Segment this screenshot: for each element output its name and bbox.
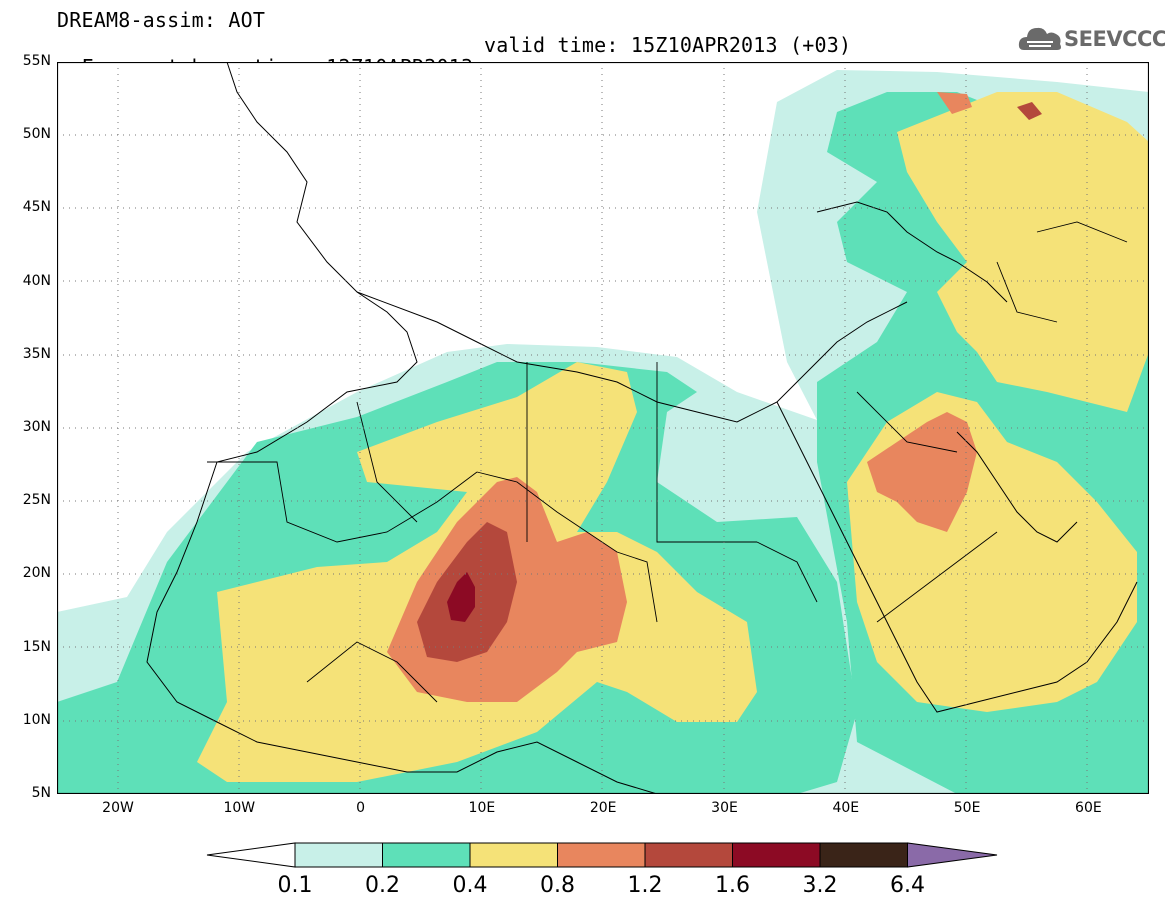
lat-label: 45N — [22, 199, 51, 216]
lon-label: 40E — [832, 800, 860, 816]
lon-label: 20E — [589, 800, 617, 816]
lat-label: 50N — [22, 126, 51, 143]
seevccc-logo: SEEVCCC — [1018, 22, 1165, 56]
lat-lon-grid — [57, 62, 1149, 794]
colorbar-segment — [294, 842, 383, 868]
lat-label: 5N — [31, 785, 51, 801]
valid-time-label: valid time: 15Z10APR2013 (+03) — [484, 33, 852, 57]
colorbar-label: 0.2 — [365, 873, 400, 898]
lat-label: 40N — [22, 272, 51, 289]
lon-label: 20W — [102, 800, 134, 816]
lat-label: 55N — [22, 53, 51, 69]
lon-label: 10E — [468, 800, 496, 816]
colorbar-label: 3.2 — [802, 873, 838, 898]
logo-text: SEEVCCC — [1064, 27, 1165, 51]
aot-map — [57, 62, 1149, 794]
colorbar-label: 6.4 — [890, 873, 925, 898]
colorbar-segment — [469, 842, 558, 868]
lat-label: 25N — [22, 492, 51, 509]
colorbar-segment — [819, 842, 908, 868]
colorbar-segment — [382, 842, 471, 868]
lon-label: 0 — [356, 800, 366, 816]
colorbar-label: 0.1 — [277, 873, 313, 898]
colorbar-segment — [732, 842, 821, 868]
lat-label: 15N — [22, 638, 51, 655]
cloud-icon — [1018, 27, 1061, 50]
aot-level-1.6 — [447, 572, 475, 622]
coastlines — [146, 62, 1138, 794]
lon-label: 50E — [953, 800, 981, 816]
colorbar-label: 0.8 — [540, 873, 575, 898]
lat-label: 10N — [22, 711, 51, 728]
lat-label: 35N — [22, 345, 51, 362]
lon-label: 60E — [1075, 800, 1102, 816]
colorbar-label: 1.6 — [715, 873, 750, 898]
colorbar-segment — [557, 842, 646, 868]
colorbar-label: 0.4 — [452, 873, 488, 898]
colorbar — [206, 842, 998, 868]
lon-label: 30E — [711, 800, 738, 816]
colorbar-under-triangle — [206, 842, 296, 868]
colorbar-segment — [644, 842, 733, 868]
aot-field — [57, 62, 1149, 794]
map-border — [57, 62, 1149, 794]
country-borders — [207, 221, 1128, 703]
colorbar-over-triangle — [907, 842, 998, 868]
map-title: DREAM8-assim: AOT — [57, 8, 266, 32]
lat-label: 30N — [22, 419, 51, 435]
lat-label: 20N — [22, 565, 51, 582]
lon-label: 10W — [223, 800, 256, 816]
colorbar-label: 1.2 — [627, 873, 663, 898]
